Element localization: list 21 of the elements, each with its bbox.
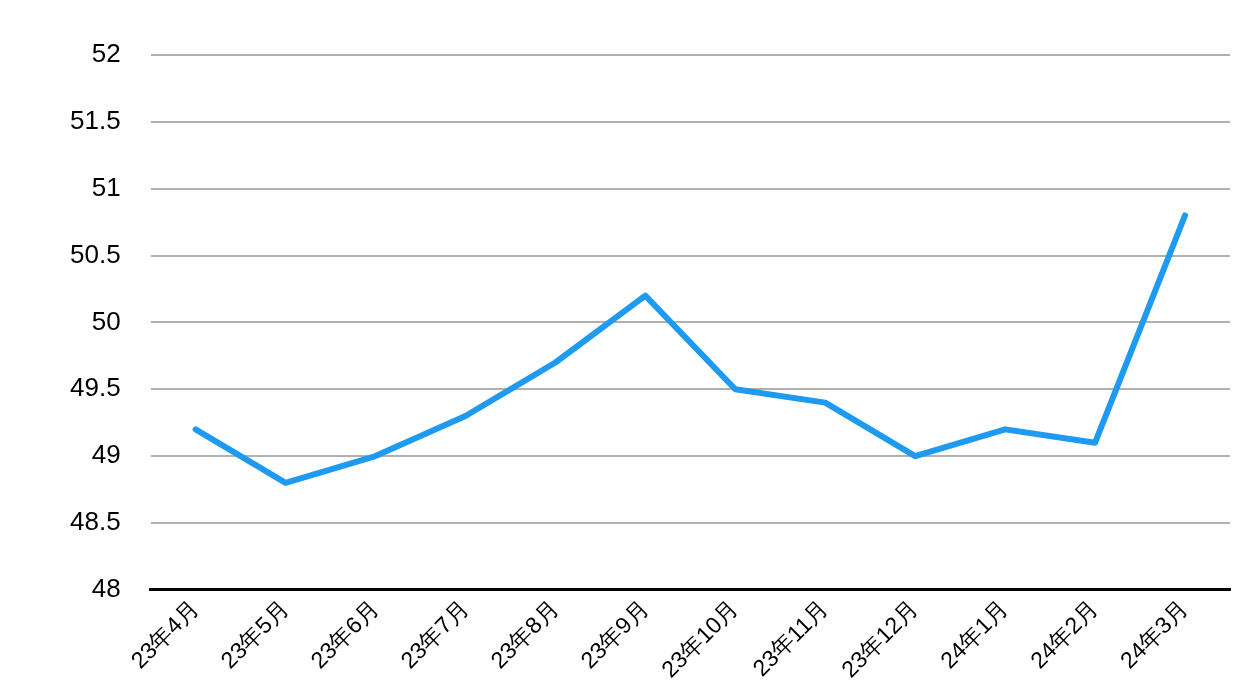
x-tick-label: 24年1月 <box>935 595 1014 674</box>
x-tick-label: 23年5月 <box>215 595 294 674</box>
y-tick-label: 48.5 <box>69 506 121 537</box>
x-tick-label: 24年3月 <box>1115 595 1194 674</box>
y-tick-label: 50 <box>91 305 121 336</box>
y-tick-label: 49.5 <box>69 372 121 403</box>
x-tick-label: 23年10月 <box>656 595 744 683</box>
x-tick-label: 23年12月 <box>836 595 924 683</box>
x-tick-label: 23年4月 <box>125 595 204 674</box>
y-tick-label: 52 <box>91 38 121 69</box>
x-tick-label: 24年2月 <box>1025 595 1104 674</box>
x-tick-label: 23年6月 <box>305 595 384 674</box>
x-tick-label: 23年11月 <box>747 595 834 682</box>
x-tick-label: 23年9月 <box>575 595 654 674</box>
x-tick-label: 23年8月 <box>485 595 564 674</box>
y-tick-label: 48 <box>91 572 121 603</box>
y-tick-label: 51 <box>91 171 121 202</box>
y-tick-label: 50.5 <box>69 238 121 269</box>
x-tick-label: 23年7月 <box>395 595 474 674</box>
y-tick-label: 51.5 <box>69 105 121 136</box>
y-tick-label: 49 <box>91 439 121 470</box>
